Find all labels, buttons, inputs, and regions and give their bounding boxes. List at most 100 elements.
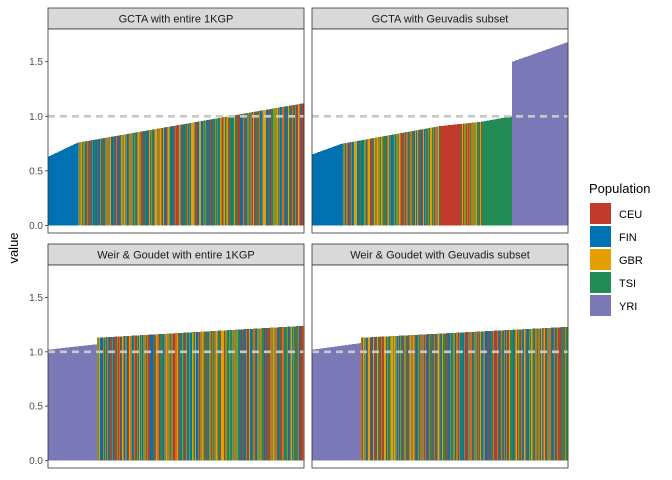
bar	[76, 143, 78, 226]
bar	[319, 151, 321, 226]
bar	[312, 154, 313, 226]
bar	[517, 329, 519, 461]
bar	[486, 331, 488, 461]
bar	[105, 337, 107, 461]
bar	[480, 331, 482, 461]
bar	[394, 335, 396, 461]
bar	[335, 346, 337, 461]
bar	[234, 329, 236, 461]
bar	[206, 331, 208, 461]
bar	[49, 156, 51, 226]
bar	[61, 348, 63, 461]
bar	[329, 148, 331, 226]
bar	[413, 130, 415, 226]
bar	[374, 337, 376, 461]
bar	[279, 107, 280, 226]
bar	[283, 106, 285, 226]
bar	[408, 335, 410, 461]
bar	[255, 328, 257, 461]
bar	[367, 337, 369, 461]
bar	[101, 138, 102, 226]
bar	[320, 151, 322, 226]
bar	[513, 61, 515, 226]
bar	[49, 349, 51, 461]
bar	[74, 346, 76, 461]
bar	[397, 335, 399, 461]
bar	[68, 347, 70, 461]
bar	[132, 335, 134, 461]
bar	[485, 331, 487, 461]
bar	[537, 328, 539, 461]
bar	[332, 146, 334, 226]
bar	[331, 147, 333, 226]
bar	[412, 335, 414, 461]
bar	[338, 346, 340, 461]
bar	[203, 331, 205, 461]
bar	[459, 332, 461, 461]
bar	[496, 118, 498, 226]
bar	[483, 331, 485, 461]
bar	[279, 327, 281, 461]
bar	[69, 146, 71, 226]
bar	[129, 133, 131, 226]
bar	[254, 111, 256, 226]
bar	[74, 346, 76, 461]
bar	[450, 333, 452, 461]
bar	[141, 335, 143, 461]
bar	[272, 327, 274, 461]
bar	[263, 328, 265, 461]
bar	[502, 117, 504, 226]
bar	[168, 126, 170, 226]
bar	[208, 331, 210, 461]
bar	[499, 330, 501, 461]
bar	[107, 337, 109, 461]
bar	[449, 125, 451, 226]
bar	[205, 331, 207, 461]
bar	[364, 139, 366, 226]
bar	[218, 330, 220, 461]
bar	[395, 133, 397, 226]
bar	[222, 330, 224, 461]
bar	[491, 330, 493, 461]
bar	[257, 328, 259, 461]
bar	[151, 334, 153, 461]
bar	[504, 330, 505, 461]
bar	[488, 331, 490, 461]
bar	[283, 326, 285, 461]
bar	[302, 103, 304, 226]
bar	[141, 335, 143, 461]
bar	[516, 329, 518, 461]
bar	[421, 334, 423, 461]
bar	[365, 337, 367, 461]
bar	[136, 335, 138, 461]
bar	[211, 331, 213, 461]
bar	[366, 337, 368, 461]
bar	[533, 54, 535, 226]
bar	[473, 122, 475, 226]
bar	[543, 50, 544, 226]
bar	[137, 335, 139, 461]
bar	[284, 106, 286, 226]
bar	[241, 114, 243, 226]
bar	[77, 346, 79, 461]
bar	[407, 131, 409, 226]
bar	[514, 60, 516, 226]
bar	[136, 335, 138, 461]
bar	[140, 335, 142, 461]
bar	[434, 126, 436, 226]
bar	[525, 56, 527, 226]
legend-swatch	[590, 203, 611, 224]
bar	[128, 335, 130, 461]
bar	[523, 329, 525, 461]
bar	[300, 325, 302, 461]
bar	[374, 137, 376, 226]
bar	[556, 45, 558, 226]
bar	[394, 134, 396, 226]
bar	[464, 123, 466, 226]
bar	[389, 336, 391, 461]
bar	[481, 121, 483, 226]
bar	[140, 131, 141, 226]
bar	[116, 135, 118, 226]
bar	[509, 116, 511, 226]
bar	[285, 326, 287, 461]
